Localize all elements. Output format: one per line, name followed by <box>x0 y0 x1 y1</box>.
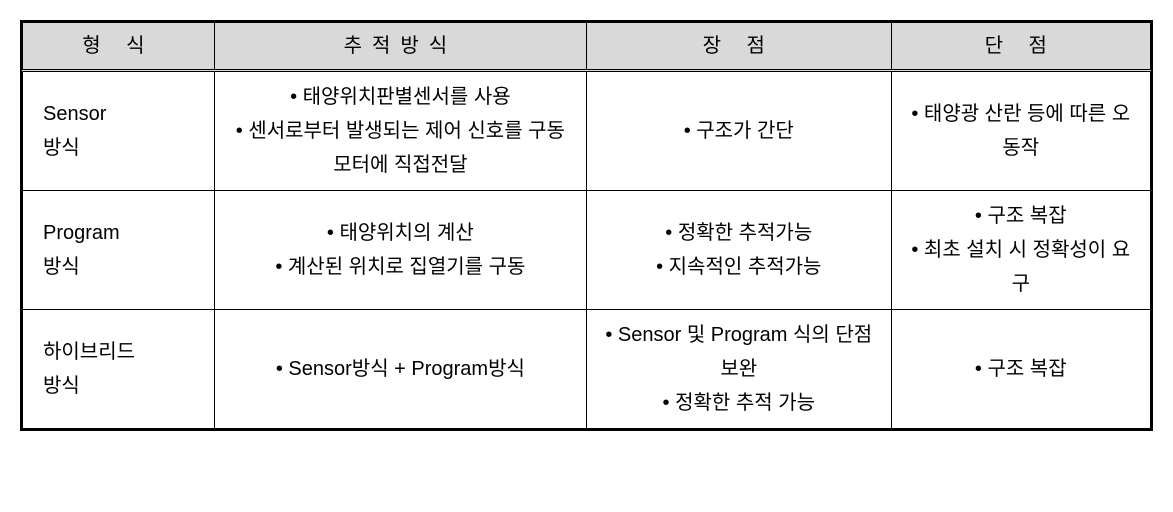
tracking-methods-table-wrap: 형 식 추적방식 장 점 단 점 Sensor방식태양위치판별센서를 사용센서로… <box>20 20 1153 431</box>
disadvantages-cell: 구조 복잡 <box>891 310 1150 429</box>
list-item: 태양광 산란 등에 따른 오동작 <box>904 97 1138 165</box>
type-cell: Sensor방식 <box>23 71 215 191</box>
tracking-cell: 태양위치의 계산계산된 위치로 집열기를 구동 <box>214 191 586 310</box>
type-cell: 하이브리드방식 <box>23 310 215 429</box>
table-row: Sensor방식태양위치판별센서를 사용센서로부터 발생되는 제어 신호를 구동… <box>23 71 1151 191</box>
list-item: 구조 복잡 <box>904 352 1138 386</box>
advantages-cell: Sensor 및 Program 식의 단점보완정확한 추적 가능 <box>586 310 891 429</box>
disadvantages-cell: 태양광 산란 등에 따른 오동작 <box>891 71 1150 191</box>
table-header-row: 형 식 추적방식 장 점 단 점 <box>23 23 1151 71</box>
type-en: Program <box>43 216 202 250</box>
list-item: 지속적인 추적가능 <box>599 250 879 284</box>
tracking-cell-list: Sensor방식 + Program방식 <box>227 352 574 386</box>
type-ko: 방식 <box>43 250 202 284</box>
advantages-cell-list: 구조가 간단 <box>599 114 879 148</box>
list-item: 구조가 간단 <box>599 114 879 148</box>
advantages-cell-list: Sensor 및 Program 식의 단점보완정확한 추적 가능 <box>599 318 879 420</box>
advantages-cell: 구조가 간단 <box>586 71 891 191</box>
disadvantages-cell-list: 태양광 산란 등에 따른 오동작 <box>904 97 1138 165</box>
tracking-cell-list: 태양위치의 계산계산된 위치로 집열기를 구동 <box>227 216 574 284</box>
disadvantages-cell: 구조 복잡최초 설치 시 정확성이 요구 <box>891 191 1150 310</box>
list-item: 태양위치판별센서를 사용 <box>227 80 574 114</box>
list-item: 정확한 추적 가능 <box>599 386 879 420</box>
advantages-cell-list: 정확한 추적가능지속적인 추적가능 <box>599 216 879 284</box>
disadvantages-cell-list: 구조 복잡최초 설치 시 정확성이 요구 <box>904 199 1138 301</box>
header-disadvantages: 단 점 <box>891 23 1150 71</box>
tracking-methods-table: 형 식 추적방식 장 점 단 점 Sensor방식태양위치판별센서를 사용센서로… <box>22 22 1151 429</box>
list-item: Sensor 및 Program 식의 단점보완 <box>599 318 879 386</box>
header-advantages: 장 점 <box>586 23 891 71</box>
list-item: Sensor방식 + Program방식 <box>227 352 574 386</box>
tracking-cell: 태양위치판별센서를 사용센서로부터 발생되는 제어 신호를 구동모터에 직접전달 <box>214 71 586 191</box>
list-item: 정확한 추적가능 <box>599 216 879 250</box>
list-item: 계산된 위치로 집열기를 구동 <box>227 250 574 284</box>
tracking-cell-list: 태양위치판별센서를 사용센서로부터 발생되는 제어 신호를 구동모터에 직접전달 <box>227 80 574 182</box>
table-body: Sensor방식태양위치판별센서를 사용센서로부터 발생되는 제어 신호를 구동… <box>23 71 1151 429</box>
type-en: Sensor <box>43 97 202 131</box>
table-row: Program방식태양위치의 계산계산된 위치로 집열기를 구동정확한 추적가능… <box>23 191 1151 310</box>
tracking-cell: Sensor방식 + Program방식 <box>214 310 586 429</box>
list-item: 최초 설치 시 정확성이 요구 <box>904 233 1138 301</box>
type-ko: 방식 <box>43 369 202 403</box>
list-item: 태양위치의 계산 <box>227 216 574 250</box>
header-tracking: 추적방식 <box>214 23 586 71</box>
list-item: 구조 복잡 <box>904 199 1138 233</box>
list-item: 센서로부터 발생되는 제어 신호를 구동모터에 직접전달 <box>227 114 574 182</box>
type-ko: 방식 <box>43 131 202 165</box>
table-row: 하이브리드방식 Sensor방식 + Program방식 Sensor 및 Prog… <box>23 310 1151 429</box>
disadvantages-cell-list: 구조 복잡 <box>904 352 1138 386</box>
type-cell: Program방식 <box>23 191 215 310</box>
type-en: 하이브리드 <box>43 335 202 369</box>
advantages-cell: 정확한 추적가능지속적인 추적가능 <box>586 191 891 310</box>
header-type: 형 식 <box>23 23 215 71</box>
